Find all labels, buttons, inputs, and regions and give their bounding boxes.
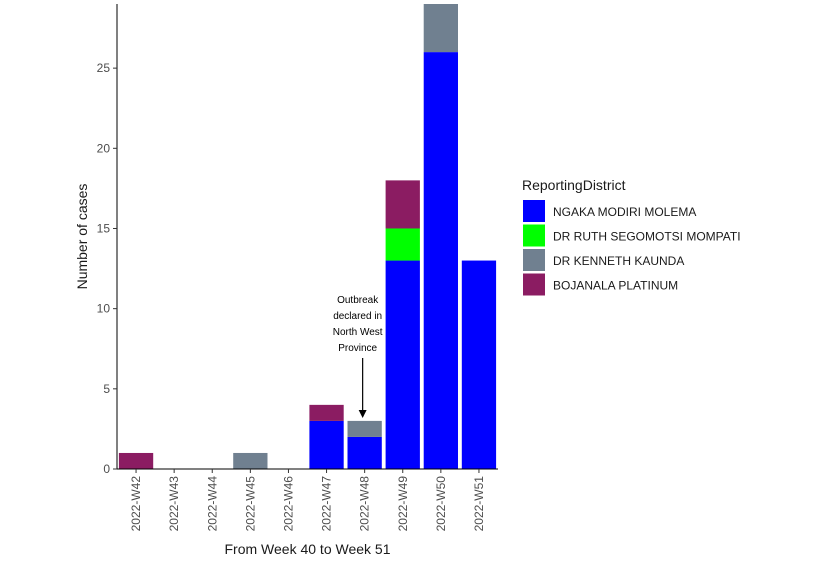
legend-title: ReportingDistrict xyxy=(522,177,626,193)
annotation-text: North West xyxy=(333,327,383,338)
x-tick-label: 2022-W51 xyxy=(472,476,486,532)
x-tick-label: 2022-W42 xyxy=(129,476,143,532)
bar-segment xyxy=(461,260,497,469)
bar-segment xyxy=(347,436,382,469)
annotation-text: Outbreak xyxy=(337,295,379,306)
legend-swatch xyxy=(523,249,545,271)
x-tick-label: 2022-W49 xyxy=(396,476,410,532)
bar-segment xyxy=(309,404,344,421)
y-tick-label: 25 xyxy=(97,61,111,75)
outbreak-annotation: Outbreak declared in North West Province xyxy=(333,295,383,418)
legend-swatch xyxy=(523,273,545,296)
y-tick-label: 0 xyxy=(103,462,110,476)
x-tick-label: 2022-W45 xyxy=(243,476,257,532)
annotation-text: declared in xyxy=(333,311,382,322)
x-tick-label: 2022-W43 xyxy=(167,476,181,532)
legend-label: DR RUTH SEGOMOTSI MOMPATI xyxy=(553,230,741,244)
bar-segment xyxy=(118,452,154,469)
y-tick-label: 10 xyxy=(97,302,111,316)
x-tick-label: 2022-W50 xyxy=(434,476,448,532)
legend-label: DR KENNETH KAUNDA xyxy=(553,254,684,268)
bar-segment xyxy=(423,4,458,53)
bar-segment xyxy=(233,452,268,469)
legend-label: NGAKA MODIRI MOLEMA xyxy=(553,205,696,219)
x-axis-title: From Week 40 to Week 51 xyxy=(225,541,391,557)
x-axis-ticks: 2022-W42 2022-W43 2022-W44 2022-W45 2022-W46… xyxy=(129,469,486,531)
x-tick-label: 2022-W46 xyxy=(281,476,295,532)
x-tick-label: 2022-W48 xyxy=(358,476,372,532)
y-tick-label: 5 xyxy=(103,382,110,396)
y-axis-ticks: 0 5 10 15 20 25 xyxy=(97,61,117,476)
legend: ReportingDistrict NGAKA MODIRI MOLEMA DR … xyxy=(522,177,741,296)
y-axis-title: Number of cases xyxy=(74,184,90,290)
x-tick-label: 2022-W47 xyxy=(320,476,334,532)
legend-label: BOJANALA PLATINUM xyxy=(553,279,678,293)
bar-segment xyxy=(423,52,458,469)
bar-segment xyxy=(347,420,382,437)
annotation-text: Province xyxy=(338,343,377,354)
bar-segment xyxy=(385,180,420,229)
bar-segment xyxy=(309,420,344,469)
bars-layer xyxy=(118,4,497,469)
legend-swatch xyxy=(523,200,545,222)
legend-swatch xyxy=(523,224,545,247)
y-tick-label: 15 xyxy=(97,221,111,235)
bar-segment xyxy=(385,228,420,261)
bar-segment xyxy=(385,260,420,469)
x-tick-label: 2022-W44 xyxy=(205,476,219,532)
y-tick-label: 20 xyxy=(97,141,111,155)
